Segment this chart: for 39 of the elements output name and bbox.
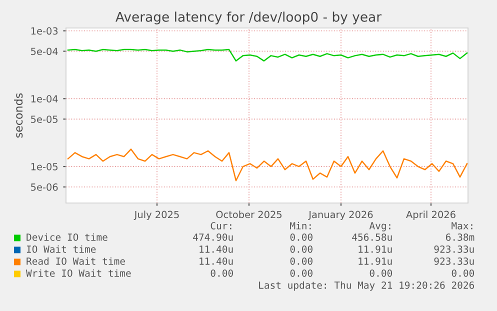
line-series <box>67 148 468 182</box>
text: 11.40u <box>200 257 233 265</box>
text: 0.00 <box>210 269 233 277</box>
x-tick-label: January 2026 <box>308 210 373 220</box>
text: 11.91u <box>358 257 392 265</box>
text: 923.33u <box>434 257 474 265</box>
y-tick-label: 5e-06 <box>31 183 58 191</box>
text: 0.00 <box>370 269 392 277</box>
text: 0.00 <box>290 245 312 253</box>
y-tick-label: 5e-05 <box>31 116 58 123</box>
x-tick-label: April 2026 <box>406 210 456 220</box>
text: Cur: <box>210 222 232 230</box>
text: 11.91u <box>358 245 392 253</box>
text: Max: <box>452 222 472 230</box>
legend-label: Write IO Wait time <box>26 269 131 277</box>
text: 0.00 <box>290 233 312 241</box>
legend-label: Device IO time <box>26 233 108 241</box>
text: Last update: Thu May 21 19:20:26 2026 <box>259 281 474 291</box>
x-tick-label: October 2025 <box>216 210 282 218</box>
y-tick-label: 5e-04 <box>31 48 58 56</box>
chart-title: Average latency for /dev/loop0 - by year <box>116 12 382 24</box>
y-tick-label: 1e-05 <box>31 163 58 170</box>
text: 6.38m <box>446 233 474 241</box>
legend-label: Read IO Wait time <box>26 257 125 265</box>
y-axis-title: seconds <box>14 93 23 138</box>
legend-label: IO Wait time <box>26 245 96 253</box>
text: 0.00 <box>452 269 474 277</box>
text: 474.90u <box>193 233 233 241</box>
text: 0.00 <box>290 269 312 277</box>
text: Min: <box>290 222 311 230</box>
text: Avg: <box>369 222 390 232</box>
text: 0.00 <box>290 257 312 265</box>
y-tick-label: 1e-04 <box>31 95 58 102</box>
x-tick-label: July 2025 <box>134 210 179 220</box>
text: 11.40u <box>200 245 233 253</box>
text: 456.58u <box>352 233 392 241</box>
y-tick-label: 1e-03 <box>31 27 58 35</box>
text: 923.33u <box>434 245 474 253</box>
line-series <box>67 48 468 62</box>
